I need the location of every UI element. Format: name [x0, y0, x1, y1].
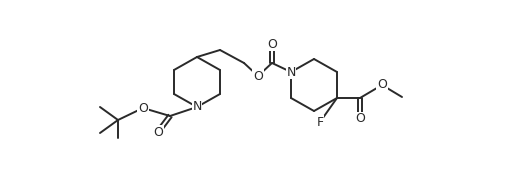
Text: O: O: [253, 69, 263, 82]
Text: O: O: [138, 101, 148, 114]
Text: O: O: [355, 112, 365, 125]
Text: O: O: [377, 78, 387, 91]
Text: N: N: [286, 66, 296, 78]
Text: F: F: [317, 116, 323, 129]
Text: O: O: [153, 125, 163, 138]
Text: O: O: [267, 38, 277, 51]
Text: N: N: [193, 101, 201, 114]
